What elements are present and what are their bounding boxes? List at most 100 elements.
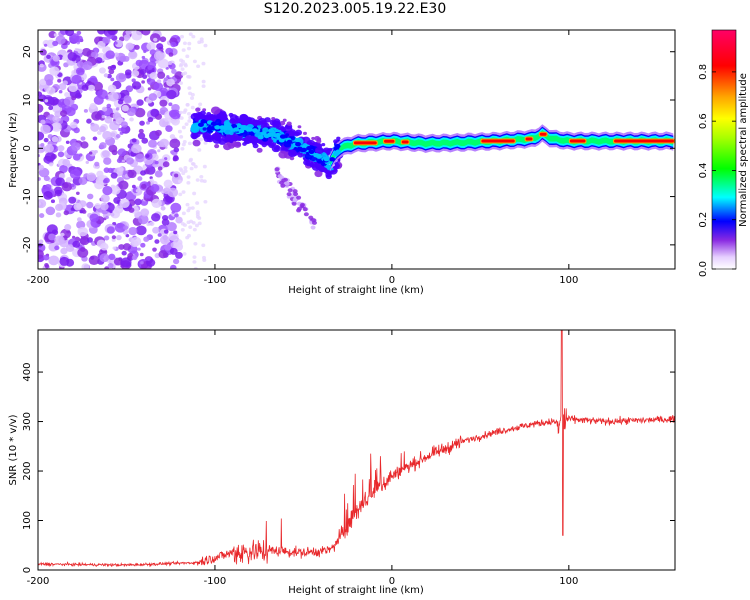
heat-cell (135, 225, 147, 236)
heat-cell (279, 120, 286, 126)
heat-cell (155, 129, 162, 136)
heat-cell (141, 80, 145, 84)
heat-cell (118, 244, 125, 250)
heat-cell (187, 206, 192, 211)
heat-cell (167, 61, 173, 66)
heat-cell (76, 217, 82, 222)
heat-cell (203, 141, 208, 145)
heat-cell (315, 153, 322, 159)
heat-cell (197, 216, 202, 220)
heat-cell (166, 221, 177, 232)
heat-cell (77, 247, 89, 258)
heat-cell (104, 266, 110, 269)
heat-cell (74, 47, 79, 52)
ridge-peak (481, 139, 515, 143)
heat-cell (181, 125, 186, 130)
colorbar-tick-label: 0.4 (698, 162, 709, 178)
heat-cell (292, 189, 298, 194)
heat-cell (38, 249, 44, 260)
heat-cell (188, 225, 193, 229)
heat-cell (271, 144, 281, 153)
y-tick-label: 300 (22, 412, 33, 431)
heat-cell (91, 111, 102, 121)
heat-cell (110, 77, 115, 82)
heat-cell (202, 255, 207, 260)
heat-cell (44, 262, 49, 268)
heat-cell (80, 141, 89, 149)
heat-cell (181, 142, 186, 147)
heat-cell (115, 234, 122, 241)
heat-cell (96, 239, 106, 248)
heat-cell (40, 124, 51, 134)
heat-cell (256, 147, 263, 153)
heat-cell (156, 79, 162, 84)
heat-cell (39, 49, 47, 56)
heat-cell (149, 221, 155, 227)
heat-cell (196, 64, 201, 69)
spectrogram-frame (37, 29, 676, 270)
heat-cell (76, 30, 82, 36)
heat-cell (121, 159, 126, 163)
heat-cell (107, 262, 114, 269)
heat-cell (166, 75, 170, 79)
heat-cell (121, 250, 127, 256)
heat-cell (89, 103, 97, 110)
heat-cell (212, 136, 222, 144)
heat-cell (71, 142, 81, 151)
heat-cell (209, 125, 216, 131)
heat-cell (128, 226, 138, 236)
heat-cell (187, 86, 192, 90)
heat-cell (57, 145, 65, 152)
heat-cell (38, 243, 43, 248)
heat-cell (131, 30, 143, 41)
heat-cell (104, 116, 113, 124)
heat-cell (187, 141, 192, 146)
spectrogram-ylabel: Frequency (Hz) (8, 112, 19, 188)
heat-cell (87, 80, 91, 84)
heat-cell (195, 178, 200, 182)
heat-cell (180, 222, 185, 226)
colorbar: 0.0 0.2 0.4 0.6 0.8 Normalized spectral ampl… (698, 29, 749, 277)
heat-cell (187, 75, 192, 79)
heat-cell (59, 110, 68, 117)
heat-cell (159, 235, 170, 245)
heat-cell (147, 116, 154, 123)
heat-cell (179, 116, 184, 120)
heat-cell (197, 122, 204, 127)
heat-cell (117, 148, 127, 157)
heat-cell (82, 61, 93, 71)
ridge-peak (525, 137, 533, 141)
heat-cell (65, 30, 75, 37)
heat-cell (108, 253, 116, 260)
heat-cell (193, 164, 198, 169)
heat-cell (253, 137, 259, 142)
heat-cell (53, 33, 58, 37)
heat-cell (58, 90, 63, 94)
heat-cell (286, 192, 292, 197)
x-tick-label: 0 (389, 576, 395, 587)
heat-cell (106, 226, 115, 234)
heat-cell (189, 166, 194, 171)
y-tick-label: 100 (22, 511, 33, 530)
snr-series-line (38, 330, 675, 568)
heat-cell (82, 209, 87, 214)
heat-cell (152, 247, 157, 252)
heat-cell (69, 121, 78, 129)
heat-cell (45, 206, 56, 216)
heat-cell (134, 44, 140, 50)
heat-cell (113, 196, 121, 204)
heat-cell (257, 139, 264, 145)
heat-cell (188, 91, 193, 96)
heat-cell (187, 41, 192, 46)
heat-cell (143, 50, 147, 54)
heat-cell (102, 185, 113, 196)
heat-cell (201, 79, 206, 84)
heat-cell (60, 247, 68, 255)
heat-cell (138, 128, 144, 134)
heat-cell (135, 153, 145, 163)
heat-cell (98, 125, 106, 133)
heat-cell (118, 180, 129, 190)
heat-cell (111, 149, 118, 156)
heat-cell (54, 245, 60, 251)
heat-cell (244, 116, 253, 124)
